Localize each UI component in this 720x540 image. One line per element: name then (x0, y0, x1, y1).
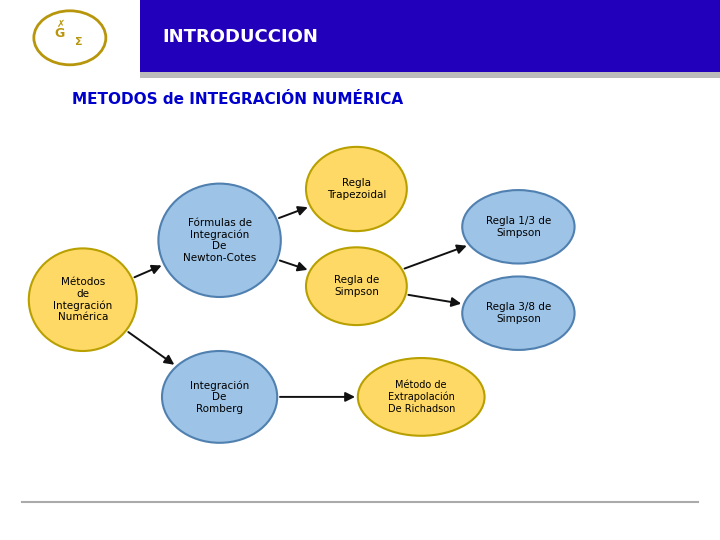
Ellipse shape (306, 147, 407, 231)
Text: Integración
De
Romberg: Integración De Romberg (190, 380, 249, 414)
Text: Fórmulas de
Integración
De
Newton-Cotes: Fórmulas de Integración De Newton-Cotes (183, 218, 256, 263)
Text: Método de
Extrapolación
De Richadson: Método de Extrapolación De Richadson (387, 380, 455, 414)
Text: Σ: Σ (76, 37, 83, 47)
Text: METODOS de INTEGRACIÓN NUMÉRICA: METODOS de INTEGRACIÓN NUMÉRICA (72, 92, 403, 107)
Text: Regla de
Simpson: Regla de Simpson (334, 275, 379, 297)
Ellipse shape (29, 248, 137, 351)
Ellipse shape (162, 351, 277, 443)
Text: Regla
Trapezoidal: Regla Trapezoidal (327, 178, 386, 200)
FancyBboxPatch shape (0, 0, 140, 73)
Ellipse shape (358, 358, 485, 436)
Ellipse shape (462, 190, 575, 264)
Text: Regla 3/8 de
Simpson: Regla 3/8 de Simpson (486, 302, 551, 324)
FancyBboxPatch shape (140, 72, 720, 78)
Text: G: G (54, 27, 64, 40)
Ellipse shape (158, 184, 281, 297)
Text: Métodos
de
Integración
Numérica: Métodos de Integración Numérica (53, 277, 112, 322)
Text: ✗: ✗ (57, 19, 66, 29)
FancyBboxPatch shape (140, 0, 720, 73)
Text: INTRODUCCION: INTRODUCCION (162, 28, 318, 46)
Ellipse shape (306, 247, 407, 325)
Text: Regla 1/3 de
Simpson: Regla 1/3 de Simpson (486, 216, 551, 238)
Ellipse shape (462, 276, 575, 350)
